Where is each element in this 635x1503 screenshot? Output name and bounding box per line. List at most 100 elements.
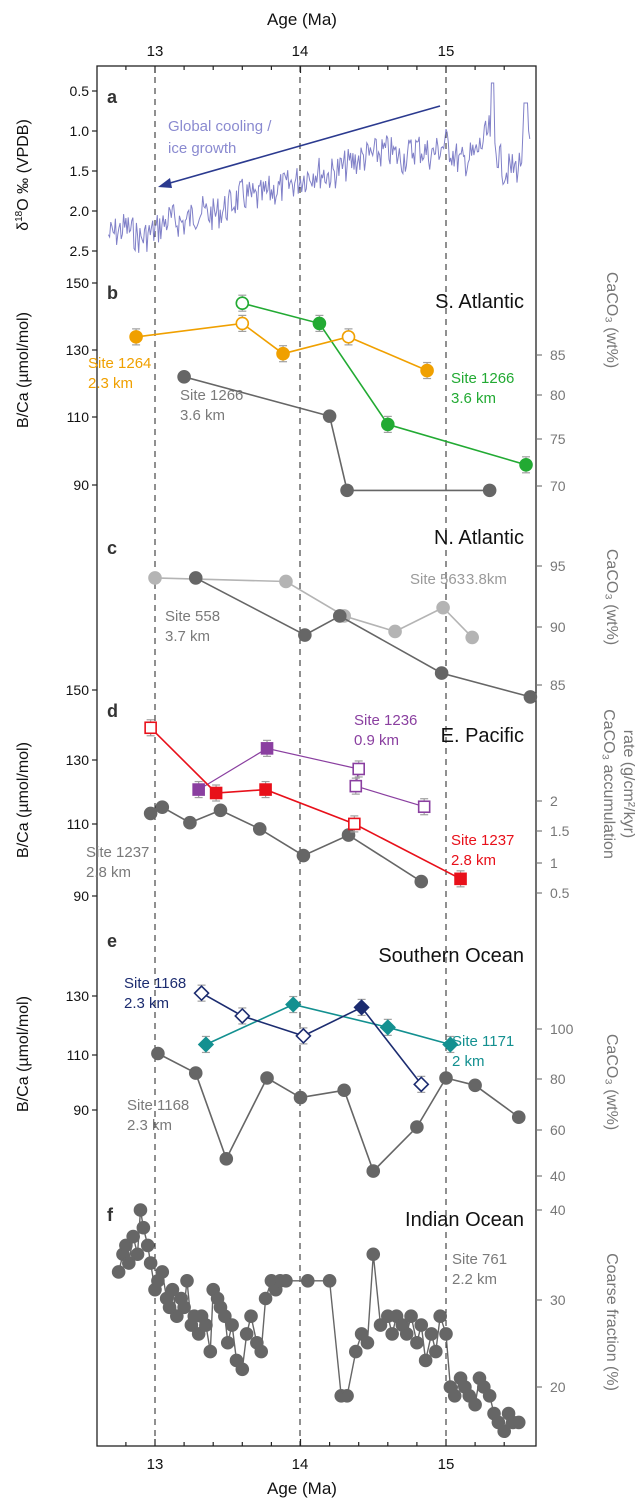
panel-b-tick-110: 110 (67, 409, 90, 425)
site-761-coarse-point-25 (203, 1344, 218, 1359)
panel-c: c N. Atlantic CaCO₃ (wt%) 95 90 85 Site … (107, 527, 620, 704)
panel-b-tick-150: 150 (66, 275, 90, 291)
site-1266-caco3-line (183, 376, 490, 492)
panel-e-ylabel-right: CaCO₃ (wt%) (603, 1034, 620, 1130)
label-site-563-depth: 3.8km (466, 571, 507, 588)
site-761-coarse-point-35 (244, 1309, 258, 1323)
site-761-coarse-point-16 (170, 1309, 184, 1323)
panel-d-ylabel-right-2: rate (g/cm²/kyr) (620, 730, 635, 838)
site-1237-bca-point-0 (144, 721, 157, 735)
site-1237-mar-point-3 (213, 803, 228, 818)
site-761-coarse-point-33 (235, 1362, 250, 1377)
panel-e-letter: e (107, 931, 117, 951)
site-761-coarse-point-49 (360, 1335, 375, 1350)
site-1264-bca-point-3 (341, 330, 356, 344)
site-1266-caco3-point-3 (482, 483, 497, 498)
site-761-coarse-point-31 (225, 1318, 239, 1332)
panel-b-region: S. Atlantic (435, 291, 524, 313)
label-site-1168-gray-depth: 2.3 km (127, 1117, 172, 1134)
panel-e-rtick-40: 40 (550, 1168, 566, 1184)
panel-f-letter: f (107, 1205, 114, 1225)
site-1266-bca-point-1 (312, 316, 327, 331)
label-site-563: Site 563 (410, 571, 465, 588)
panel-b-ylabel-right: CaCO₃ (wt%) (603, 272, 620, 368)
site-761-coarse-point-66 (447, 1389, 462, 1403)
site-563-caco3-point-4 (436, 600, 450, 615)
panel-a-letter: a (107, 87, 118, 107)
label-site-1264-depth: 2.3 km (88, 375, 133, 392)
site-761-coarse-point-30 (220, 1335, 235, 1350)
site-761-coarse-point-79 (511, 1415, 526, 1430)
cooling-arrow-head (158, 178, 172, 188)
label-site-1237-gray-depth: 2.8 km (86, 864, 131, 881)
panel-c-rtick-85: 85 (550, 677, 566, 693)
panel-c-rtick-95: 95 (550, 558, 566, 574)
site-563-caco3-point-0 (148, 571, 162, 585)
site-1168-caco3-point-10 (511, 1110, 526, 1124)
site-761-coarse-point-19 (180, 1274, 194, 1288)
bottom-tick-15: 15 (438, 1456, 455, 1473)
panel-e: e Southern Ocean B/Ca (µmol/mol) CaCO₃ (… (15, 931, 620, 1184)
panel-b-rtick-75: 75 (550, 431, 566, 447)
panel-e-region: Southern Ocean (378, 945, 524, 967)
label-site-1266-gray-depth: 3.6 km (180, 407, 225, 424)
site-1168-bca-line (201, 992, 422, 1085)
site-1266-bca-point-2 (380, 417, 395, 432)
site-761-coarse-point-56 (399, 1327, 414, 1341)
site-558-caco3-point-2 (332, 609, 347, 623)
site-761-coarse-point-70 (468, 1397, 482, 1412)
label-site-761-depth: 2.2 km (452, 1271, 497, 1288)
site-761-coarse-point-46 (340, 1389, 354, 1403)
panel-e-tick-110: 110 (67, 1047, 90, 1063)
panel-b: b S. Atlantic B/Ca (µmol/mol) CaCO₃ (wt%… (15, 272, 620, 498)
site-1236-bca-point-0 (192, 783, 205, 796)
site-1168-caco3-point-1 (188, 1066, 203, 1080)
panel-e-tick-130: 130 (66, 988, 90, 1004)
top-axis-label: Age (Ma) (267, 10, 337, 29)
site-1236-bca-point-4 (417, 800, 431, 814)
site-558-caco3-point-0 (188, 571, 203, 585)
site-761-coarse-point-12 (155, 1265, 170, 1279)
panel-d-rtick-1.5: 1.5 (550, 823, 570, 839)
label-site-1266-green-depth: 3.6 km (451, 390, 496, 407)
site-761-coarse-point-38 (258, 1291, 273, 1306)
site-1171-bca-point-3 (442, 1036, 459, 1053)
site-1171-bca-line (205, 1003, 451, 1046)
site-563-caco3-point-5 (465, 630, 479, 645)
site-761-coarse-point-76 (497, 1424, 512, 1439)
site-1168-bca-point-3 (353, 999, 370, 1016)
site-1236-bca-point-1 (260, 742, 274, 755)
panel-d-series (143, 719, 467, 889)
panel-d-tick-150: 150 (66, 682, 90, 698)
site-558-caco3-point-1 (298, 628, 312, 642)
site-1266-caco3-point-0 (177, 370, 191, 384)
site-761-coarse-point-37 (254, 1344, 269, 1359)
site-761-coarse-point-0 (111, 1265, 126, 1279)
site-563-caco3-point-1 (279, 574, 293, 589)
panel-d: d E. Pacific B/Ca (µmol/mol) CaCO₃ accum… (15, 682, 635, 904)
site-1264-bca-point-4 (420, 363, 434, 378)
site-1168-bca-point-2 (295, 1027, 312, 1045)
site-761-coarse-point-62 (429, 1344, 443, 1359)
site-761-coarse-point-18 (177, 1300, 191, 1315)
site-1266-caco3-point-2 (340, 483, 354, 498)
panel-e-tick-90: 90 (73, 1102, 89, 1118)
site-1168-caco3-point-6 (366, 1164, 381, 1178)
panel-d-tick-90: 90 (73, 888, 89, 904)
panel-a-tick-2.5: 2.5 (70, 243, 90, 259)
label-site-1237-red-depth: 2.8 km (451, 852, 496, 869)
site-563-caco3-line (154, 577, 473, 638)
site-1266-caco3-point-1 (322, 409, 337, 423)
site-1237-bca-point-3 (348, 817, 361, 831)
label-site-1236: Site 1236 (354, 712, 417, 729)
site-1168-caco3-point-5 (337, 1083, 351, 1098)
site-761-coarse-point-34 (239, 1327, 254, 1341)
label-site-1168-navy: Site 1168 (124, 975, 186, 992)
cooling-arrow (162, 105, 441, 186)
label-site-558-depth: 3.7 km (165, 628, 210, 645)
panel-b-letter: b (107, 283, 118, 303)
label-site-1237-red: Site 1237 (451, 832, 514, 849)
site-761-coarse-point-4 (126, 1229, 140, 1244)
label-site-1168-navy-depth: 2.3 km (124, 995, 169, 1012)
